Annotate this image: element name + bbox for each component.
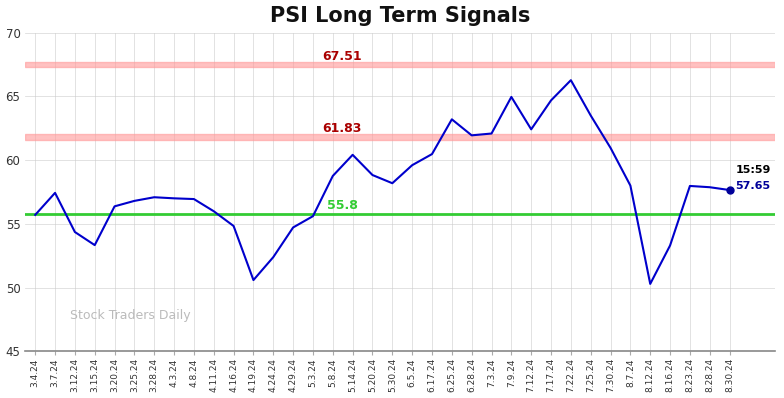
Bar	[25, 134, 775, 140]
Text: 55.8: 55.8	[327, 199, 358, 212]
Text: 57.65: 57.65	[735, 181, 771, 191]
Text: 67.51: 67.51	[322, 50, 362, 63]
Bar	[25, 62, 775, 67]
Text: 61.83: 61.83	[323, 122, 362, 135]
Text: 15:59: 15:59	[735, 166, 771, 176]
Title: PSI Long Term Signals: PSI Long Term Signals	[270, 6, 531, 25]
Text: Stock Traders Daily: Stock Traders Daily	[71, 309, 191, 322]
